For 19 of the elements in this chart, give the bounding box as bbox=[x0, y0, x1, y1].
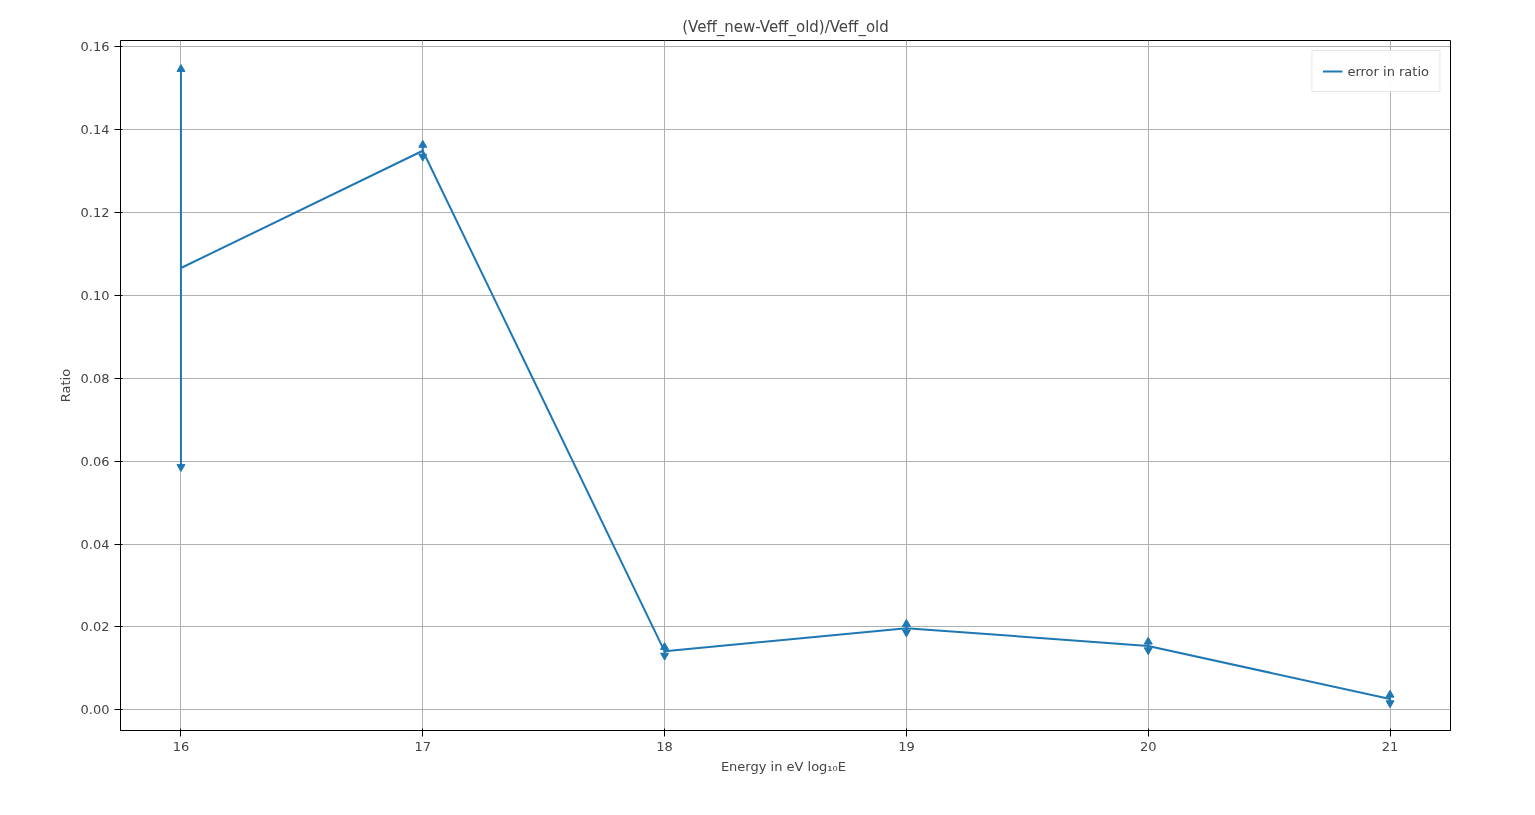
y-tick-label: 0.10 bbox=[80, 287, 110, 303]
x-tick-label: 21 bbox=[1381, 738, 1399, 754]
y-tick-label: 0.04 bbox=[80, 536, 110, 552]
y-tick-label: 0.08 bbox=[80, 370, 110, 386]
y-tick-label: 0.16 bbox=[80, 39, 110, 55]
chart-title: (Veff_new-Veff_old)/Veff_old bbox=[682, 17, 889, 37]
y-tick-label: 0.06 bbox=[80, 453, 110, 469]
y-tick-label: 0.14 bbox=[80, 122, 110, 138]
x-tick-label: 18 bbox=[656, 738, 673, 754]
y-tick-label: 0.02 bbox=[80, 619, 110, 635]
x-tick-label: 17 bbox=[414, 738, 432, 754]
y-axis-title: Ratio bbox=[57, 368, 73, 403]
y-tick-label: 0.12 bbox=[80, 204, 110, 220]
x-axis-title: Energy in eV log₁₀E bbox=[720, 758, 846, 774]
x-tick-label: 19 bbox=[898, 738, 915, 754]
y-tick-label: 0.00 bbox=[80, 702, 110, 718]
x-tick-label: 20 bbox=[1139, 738, 1157, 754]
legend-label: error in ratio bbox=[1347, 63, 1429, 79]
x-tick-label: 16 bbox=[172, 738, 190, 754]
